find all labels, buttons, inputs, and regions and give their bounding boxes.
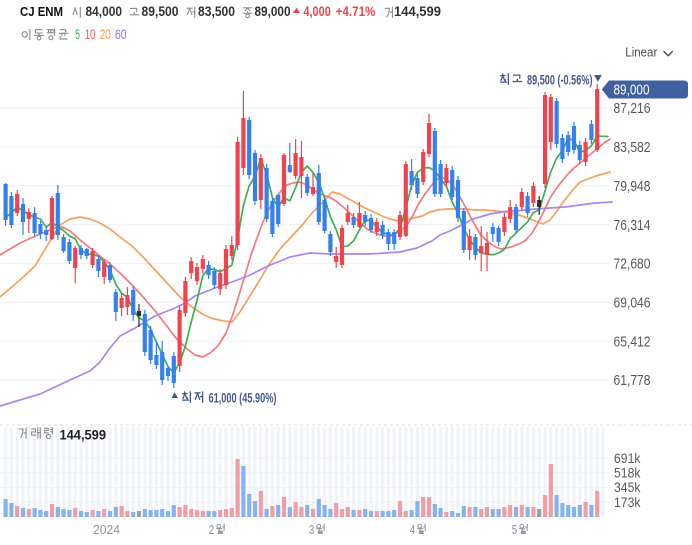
svg-text:69,046: 69,046 <box>614 296 651 312</box>
svg-text:10: 10 <box>85 27 96 42</box>
svg-text:4,000: 4,000 <box>303 4 331 19</box>
svg-text:60: 60 <box>115 27 127 42</box>
svg-text:5: 5 <box>75 27 80 42</box>
svg-text:173k: 173k <box>614 495 641 510</box>
svg-text:89,500 (-0.56%): 89,500 (-0.56%) <box>527 73 593 88</box>
svg-text:345k: 345k <box>614 480 641 495</box>
svg-text:2: 2 <box>209 523 215 537</box>
svg-text:72,680: 72,680 <box>614 257 651 273</box>
svg-text:3: 3 <box>309 523 315 537</box>
svg-text:65,412: 65,412 <box>614 334 651 350</box>
svg-text:691k: 691k <box>614 451 641 466</box>
svg-text:20: 20 <box>100 27 111 42</box>
svg-text:144,599: 144,599 <box>60 428 107 443</box>
svg-text:83,500: 83,500 <box>198 4 235 19</box>
svg-text:76,314: 76,314 <box>614 218 651 234</box>
svg-text:89,000: 89,000 <box>614 82 650 98</box>
svg-text:2024: 2024 <box>93 523 120 537</box>
svg-text:+4.71%: +4.71% <box>336 4 376 19</box>
svg-text:61,778: 61,778 <box>614 373 651 389</box>
svg-text:87,216: 87,216 <box>614 101 651 117</box>
svg-text:5: 5 <box>512 523 518 537</box>
svg-text:83,582: 83,582 <box>614 140 651 156</box>
svg-text:Linear: Linear <box>625 44 658 59</box>
svg-text:518k: 518k <box>614 466 641 481</box>
svg-text:89,500: 89,500 <box>142 4 179 19</box>
svg-text:4: 4 <box>410 523 416 537</box>
svg-text:84,000: 84,000 <box>86 4 123 19</box>
svg-text:CJ ENM: CJ ENM <box>20 4 63 19</box>
svg-text:144,599: 144,599 <box>394 4 441 19</box>
svg-text:89,000: 89,000 <box>255 4 291 19</box>
svg-text:61,000 (45.90%): 61,000 (45.90%) <box>209 391 277 406</box>
svg-text:79,948: 79,948 <box>614 179 651 195</box>
